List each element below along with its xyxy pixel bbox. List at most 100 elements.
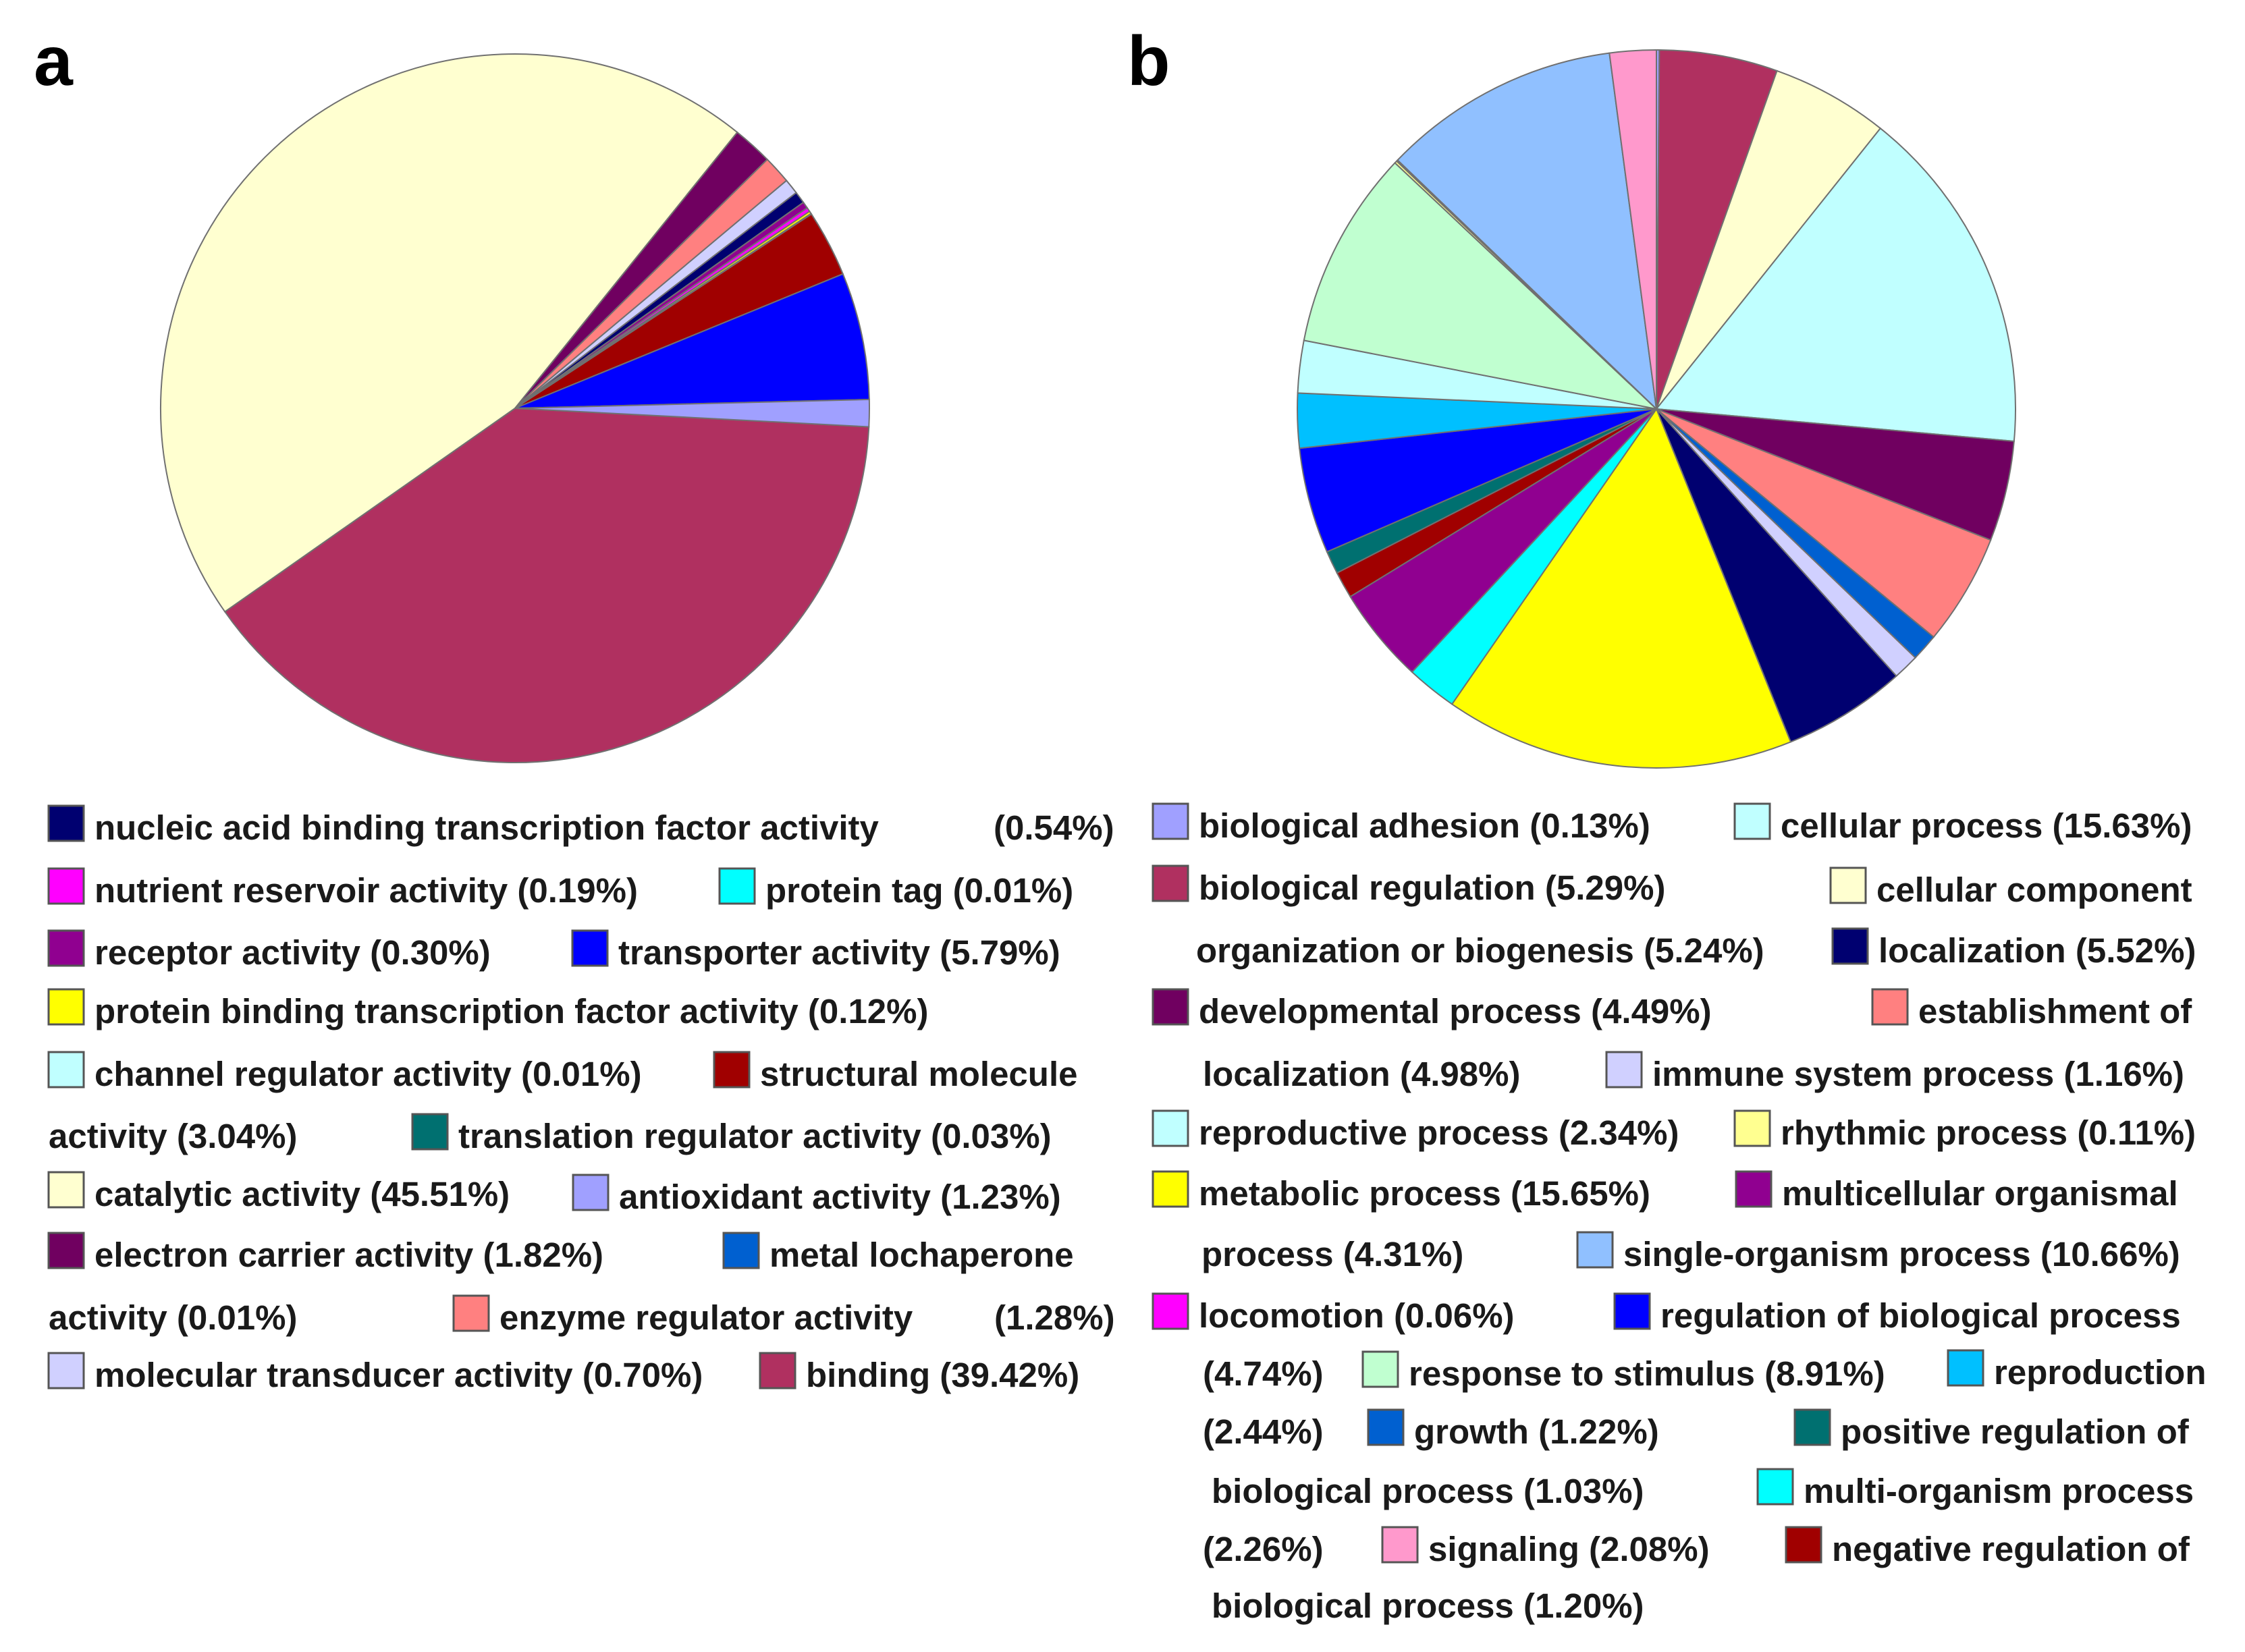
slice-antioxidant-activity [514,398,870,428]
pie-chart-b [1297,49,2016,769]
legend-item-19: (4.74%) [1203,1354,1324,1393]
slice-transporter-activity [514,273,870,409]
legend-label: process (4.31%) [1201,1235,1463,1273]
legend-item-9: localization (4.98%) [1203,1055,1520,1093]
legend-label: (2.26%) [1203,1530,1324,1568]
legend-swatch [1152,1292,1189,1330]
legend-label: metabolic process (15.65%) [1199,1174,1650,1213]
slice-signaling [1608,49,1657,410]
legend-item-6: protein binding transcription factor act… [47,988,929,1030]
legend-item-18: binding (39.42%) [759,1352,1079,1394]
legend-item-14: multicellular organismal [1735,1170,2178,1213]
legend-swatch [1733,1109,1771,1147]
legend-item-9: activity (3.04%) [49,1117,298,1155]
legend-label: molecular transducer activity (0.70%) [94,1356,703,1394]
legend-item-26: multi-organism process [1756,1468,2194,1510]
legend-label: cellular process (15.63%) [1781,806,2192,845]
legend-item-7: developmental process (4.49%) [1152,988,1712,1030]
legend-item-3: protein tag (0.01%) [718,867,1073,910]
legend-swatch [47,804,85,842]
legend-swatch [571,929,609,967]
legend-item-21: reproduction [1947,1349,2207,1392]
panel-label-a: a [34,22,74,101]
legend-item-4: receptor activity (0.30%) [47,929,491,972]
legend-swatch [1733,802,1771,840]
legend-swatch [1605,1051,1643,1089]
legend-item-17: molecular transducer activity (0.70%) [47,1352,703,1394]
legend-swatch [47,1171,85,1209]
legend-label: biological adhesion (0.13%) [1199,806,1650,845]
legend-swatch [411,1113,449,1151]
legend-label: electron carrier activity (1.82%) [94,1236,603,1274]
legend-label: multi-organism process [1804,1472,2194,1510]
slice-single-organism-process [1397,52,1658,411]
legend-swatch [1152,864,1189,902]
legend-swatch [47,929,85,967]
legend-swatch [47,867,85,905]
legend-swatch [1576,1231,1614,1269]
legend-label: enzyme regulator activity [499,1298,913,1337]
legend-item-23: growth (1.22%) [1367,1408,1659,1451]
legend-label: translation regulator activity (0.03%) [458,1117,1052,1155]
legend-item-12: antioxidant activity (1.23%) [572,1174,1061,1216]
slice-binding [223,407,870,763]
slice-localization [1656,408,1897,743]
legend-item-10: translation regulator activity (0.03%) [411,1113,1052,1155]
legend-item-27: (2.26%) [1203,1530,1324,1568]
legend-label: locomotion (0.06%) [1199,1296,1515,1335]
legend-swatch [722,1232,760,1269]
legend-swatch [47,1232,85,1269]
legend-b: biological adhesion (0.13%) cellular proc… [1152,802,2207,1625]
legend-item-11: catalytic activity (45.51%) [47,1171,510,1213]
slice-metabolic-process [1451,407,1792,769]
legend-swatch [1793,1408,1831,1446]
legend-swatch [1756,1468,1794,1506]
legend-label: localization (4.98%) [1203,1055,1520,1093]
legend-label: growth (1.22%) [1414,1412,1659,1451]
legend-label: biological process (1.20%) [1212,1587,1644,1625]
legend-swatch [1735,1170,1773,1208]
legend-item-6: localization (5.52%) [1831,927,2196,970]
legend-label: cellular component [1876,871,2192,909]
legend-label: protein binding transcription factor act… [94,992,929,1030]
legend-label: receptor activity (0.30%) [94,933,491,972]
legend-label: signaling (2.08%) [1428,1530,1710,1568]
legend-item-8: structural molecule [713,1051,1077,1093]
legend-item-14: metal lochaperone [722,1232,1074,1274]
legend-label: reproductive process (2.34%) [1199,1113,1679,1152]
legend-label: nutrient reservoir activity (0.19%) [94,871,638,910]
legend-item-10: immune system process (1.16%) [1605,1051,2184,1093]
legend-label: localization (5.52%) [1878,931,2196,970]
legend-item-24: positive regulation of [1793,1408,2190,1451]
legend-item-22: (2.44%) [1203,1412,1324,1451]
legend-swatch [718,867,756,905]
legend-label: single-organism process (10.66%) [1623,1235,2180,1273]
slice-cellular-component-organization-or-biogenesis [1656,70,1882,410]
legend-item-30: biological process (1.20%) [1212,1587,1644,1625]
legend-label: transporter activity (5.79%) [618,933,1060,972]
legend-swatch [1785,1526,1822,1564]
legend-a: nucleic acid binding transcription facto… [47,804,1115,1394]
legend-item-1: biological adhesion (0.13%) [1152,802,1650,845]
legend-swatch [47,1051,85,1089]
legend-swatch [1947,1349,1984,1387]
legend-item-8: establishment of [1871,988,2192,1030]
slice-regulation-of-biological-process [1299,408,1657,553]
legend-swatch [1871,988,1909,1026]
legend-percent: (1.28%) [994,1298,1115,1337]
legend-label: regulation of biological process [1660,1296,2181,1335]
legend-item-5: organization or biogenesis (5.24%) [1196,931,1764,970]
legend-item-17: locomotion (0.06%) [1152,1292,1515,1335]
legend-item-11: reproductive process (2.34%) [1152,1109,1679,1152]
legend-swatch [713,1051,751,1089]
legend-item-28: signaling (2.08%) [1381,1526,1710,1568]
legend-item-2: cellular process (15.63%) [1733,802,2192,845]
legend-swatch [572,1174,610,1211]
legend-item-16: single-organism process (10.66%) [1576,1231,2180,1273]
legend-swatch [1367,1408,1405,1446]
legend-swatch [1152,988,1189,1026]
legend-item-2: nutrient reservoir activity (0.19%) [47,867,638,910]
legend-label: (4.74%) [1203,1354,1324,1393]
legend-item-4: cellular component [1829,866,2192,909]
